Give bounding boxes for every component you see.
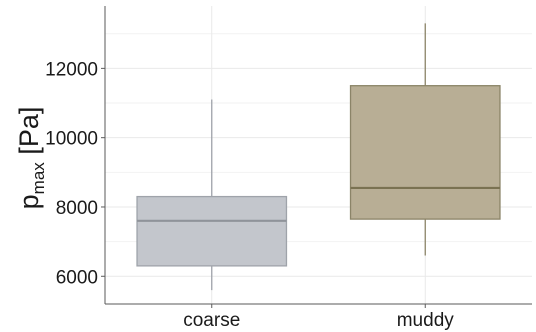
y-tick-label: 12000	[45, 59, 98, 80]
label-layer: 6000 8000 10000 12000 coarse muddy	[45, 59, 454, 331]
box-muddy	[349, 85, 501, 220]
box-coarse	[136, 195, 288, 267]
y-axis-title-main: p	[14, 194, 44, 209]
y-axis-title-unit: [Pa]	[14, 107, 44, 163]
axis-layer	[101, 6, 532, 308]
y-tick-label: 10000	[45, 129, 98, 150]
y-tick-label: 8000	[56, 198, 98, 219]
box-layer	[136, 23, 501, 291]
x-tick-label-muddy: muddy	[397, 310, 455, 331]
y-axis-title: pmax [Pa]	[14, 107, 48, 210]
y-tick-label: 6000	[56, 267, 98, 288]
x-tick-label-coarse: coarse	[183, 310, 240, 331]
y-axis-title-subscript: max	[29, 162, 48, 195]
